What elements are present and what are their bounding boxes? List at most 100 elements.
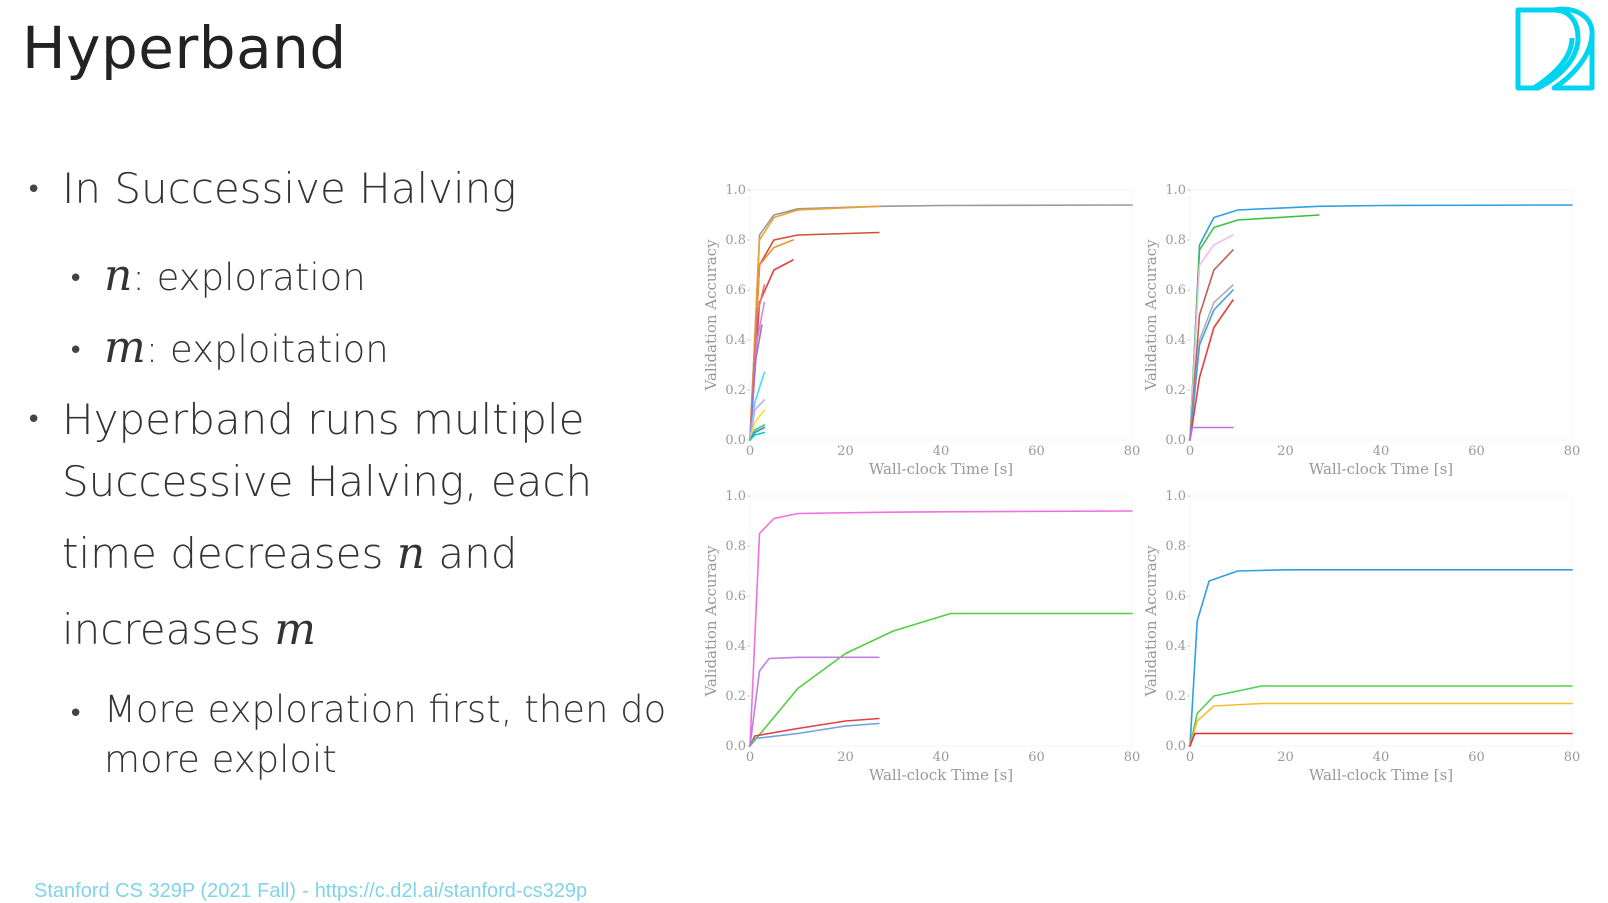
y-tick-label: 0.0 xyxy=(725,739,746,754)
y-tick-label: 0.2 xyxy=(725,689,746,704)
x-tick-label: 20 xyxy=(1277,444,1294,459)
y-tick-label: 0.8 xyxy=(1165,233,1186,248)
charts-grid: 0.0 0.2 0.4 0.6 0.8 1.0 0 20 40 60 80 Wall-clock Ti… xyxy=(700,170,1608,810)
x-tick-label: 20 xyxy=(1277,750,1294,765)
decreases-text: time decreases xyxy=(62,529,397,578)
y-tick-label: 0.2 xyxy=(1165,689,1186,704)
series-line-1 xyxy=(749,510,1133,747)
y-tick-label: 0.2 xyxy=(725,383,746,398)
x-tick-label: 20 xyxy=(837,444,854,459)
y-tick-label: 0.0 xyxy=(1165,433,1186,448)
line-chart-4: 0.0 0.2 0.4 0.6 0.8 1.0 0 20 40 60 80 Wall-clock Ti… xyxy=(1142,489,1580,782)
line-chart-1: 0.0 0.2 0.4 0.6 0.8 1.0 0 20 40 60 80 Wall-clock Ti… xyxy=(702,183,1140,476)
series-line-4 xyxy=(1189,249,1234,441)
series-line-3 xyxy=(749,656,880,747)
footer-separator: - xyxy=(302,880,309,902)
x-tick-label: 0 xyxy=(746,444,754,459)
x-axis-label: Wall-clock Time [s] xyxy=(1309,766,1453,782)
bullet-list: • In Successive Halving • n: exploration… xyxy=(0,0,680,880)
y-tick-label: 0.6 xyxy=(1165,589,1186,604)
y-axis-label: Validation Accuracy xyxy=(702,545,720,698)
series-line-1 xyxy=(749,204,1133,441)
series-line-10 xyxy=(749,399,766,441)
x-tick-label: 60 xyxy=(1468,444,1485,459)
bullet-m-exploitation: m: exploitation xyxy=(104,322,389,373)
x-tick-label: 0 xyxy=(746,750,754,765)
y-tick-label: 0.2 xyxy=(1165,383,1186,398)
footer: Stanford CS 329P (2021 Fall) - https://c.d… xyxy=(34,880,587,903)
x-tick-label: 40 xyxy=(1373,750,1390,765)
x-axis-label: Wall-clock Time [s] xyxy=(869,460,1013,476)
x-axis-label: Wall-clock Time [s] xyxy=(1309,460,1453,476)
plot-frame xyxy=(1189,495,1573,747)
x-tick-label: 60 xyxy=(1028,750,1045,765)
series-line-11 xyxy=(749,409,766,441)
line-chart-3: 0.0 0.2 0.4 0.6 0.8 1.0 0 20 40 60 80 Wall-clock Ti… xyxy=(702,489,1140,782)
y-tick-label: 0.8 xyxy=(725,233,746,248)
footer-link[interactable]: https://c.d2l.ai/stanford-cs329p xyxy=(314,880,588,902)
x-tick-label: 80 xyxy=(1564,444,1580,459)
series-line-5 xyxy=(749,722,880,747)
x-tick-label: 60 xyxy=(1468,750,1485,765)
footer-course: Stanford CS 329P (2021 Fall) xyxy=(34,880,297,902)
y-tick-label: 0.8 xyxy=(1165,539,1186,554)
series-line-4 xyxy=(1189,732,1573,747)
plot-frame xyxy=(1189,189,1573,441)
x-tick-label: 0 xyxy=(1186,750,1194,765)
y-tick-label: 0.6 xyxy=(725,589,746,604)
bullet-dot: • xyxy=(68,264,84,294)
series-line-4 xyxy=(749,717,880,747)
bullet-dot: • xyxy=(26,405,42,435)
variable-m: m xyxy=(274,604,316,655)
bullet-successive-halving: In Successive Halving xyxy=(62,164,517,213)
x-tick-label: 80 xyxy=(1124,750,1140,765)
bullet-hyperband-line3: time decreases n and xyxy=(62,528,518,579)
x-tick-label: 0 xyxy=(1186,444,1194,459)
y-axis-label: Validation Accuracy xyxy=(1142,545,1160,698)
series-line-3 xyxy=(1189,702,1573,747)
bullet-dot: • xyxy=(26,175,42,205)
series-line-2 xyxy=(749,612,1133,747)
bullet-hyperband-line1: Hyperband runs multiple xyxy=(62,395,585,444)
series-line-2 xyxy=(1189,214,1320,441)
y-tick-label: 0.6 xyxy=(725,283,746,298)
y-tick-label: 0.0 xyxy=(1165,739,1186,754)
bullet-more-exploration-line1: More exploration first, then do xyxy=(104,688,667,731)
series-line-6 xyxy=(1189,289,1234,441)
slide-title: Hyperband xyxy=(22,14,347,82)
series-line-3 xyxy=(749,231,880,441)
x-tick-label: 40 xyxy=(933,444,950,459)
y-tick-label: 0.8 xyxy=(725,539,746,554)
series-line-3 xyxy=(1189,234,1234,441)
plot-frame xyxy=(749,189,1133,441)
bullet-hyperband-line2: Successive Halving, each xyxy=(62,457,593,506)
series-line-2 xyxy=(1189,685,1573,747)
series-line-8 xyxy=(1189,426,1234,441)
y-tick-label: 0.0 xyxy=(725,433,746,448)
variable-m: m xyxy=(104,322,146,373)
y-tick-label: 1.0 xyxy=(725,183,746,198)
x-tick-label: 80 xyxy=(1564,750,1580,765)
variable-n: n xyxy=(104,250,133,301)
series-line-7 xyxy=(1189,299,1234,441)
y-tick-label: 0.4 xyxy=(1165,333,1186,348)
y-tick-label: 1.0 xyxy=(1165,489,1186,504)
y-tick-label: 1.0 xyxy=(725,489,746,504)
x-tick-label: 60 xyxy=(1028,444,1045,459)
series-line-8 xyxy=(749,324,763,441)
x-tick-label: 80 xyxy=(1124,444,1140,459)
x-axis-label: Wall-clock Time [s] xyxy=(869,766,1013,782)
y-tick-label: 0.6 xyxy=(1165,283,1186,298)
x-tick-label: 40 xyxy=(933,750,950,765)
series-line-1 xyxy=(1189,204,1573,441)
plot-frame xyxy=(749,495,1133,747)
bullet-more-exploration-line2: more exploit xyxy=(104,738,337,781)
series-line-1 xyxy=(1189,569,1573,747)
d2l-logo-icon xyxy=(1515,6,1595,91)
bullet-hyperband-line4: increases m xyxy=(62,604,316,655)
variable-n: n xyxy=(396,528,426,579)
y-tick-label: 0.4 xyxy=(725,333,746,348)
line-chart-2: 0.0 0.2 0.4 0.6 0.8 1.0 0 20 40 60 80 Wall-clock Ti… xyxy=(1142,183,1580,476)
and-text: and xyxy=(425,529,518,578)
y-tick-label: 1.0 xyxy=(1165,183,1186,198)
